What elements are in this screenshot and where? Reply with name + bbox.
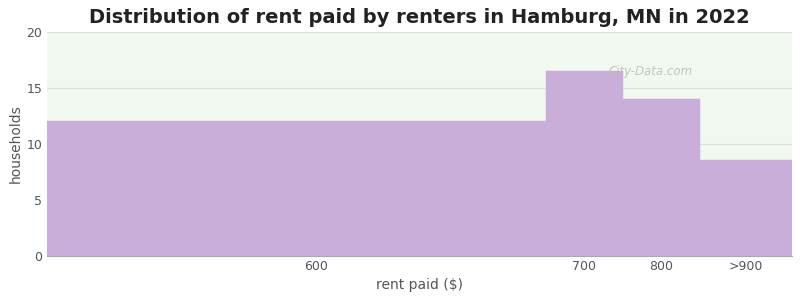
X-axis label: rent paid ($): rent paid ($)	[376, 278, 463, 292]
Y-axis label: households: households	[8, 104, 22, 183]
Bar	[47, 121, 546, 256]
Bar	[623, 99, 699, 256]
Title: Distribution of rent paid by renters in Hamburg, MN in 2022: Distribution of rent paid by renters in …	[89, 8, 750, 27]
Bar	[699, 160, 792, 256]
Bar	[546, 71, 623, 256]
Text: City-Data.com: City-Data.com	[608, 65, 692, 79]
